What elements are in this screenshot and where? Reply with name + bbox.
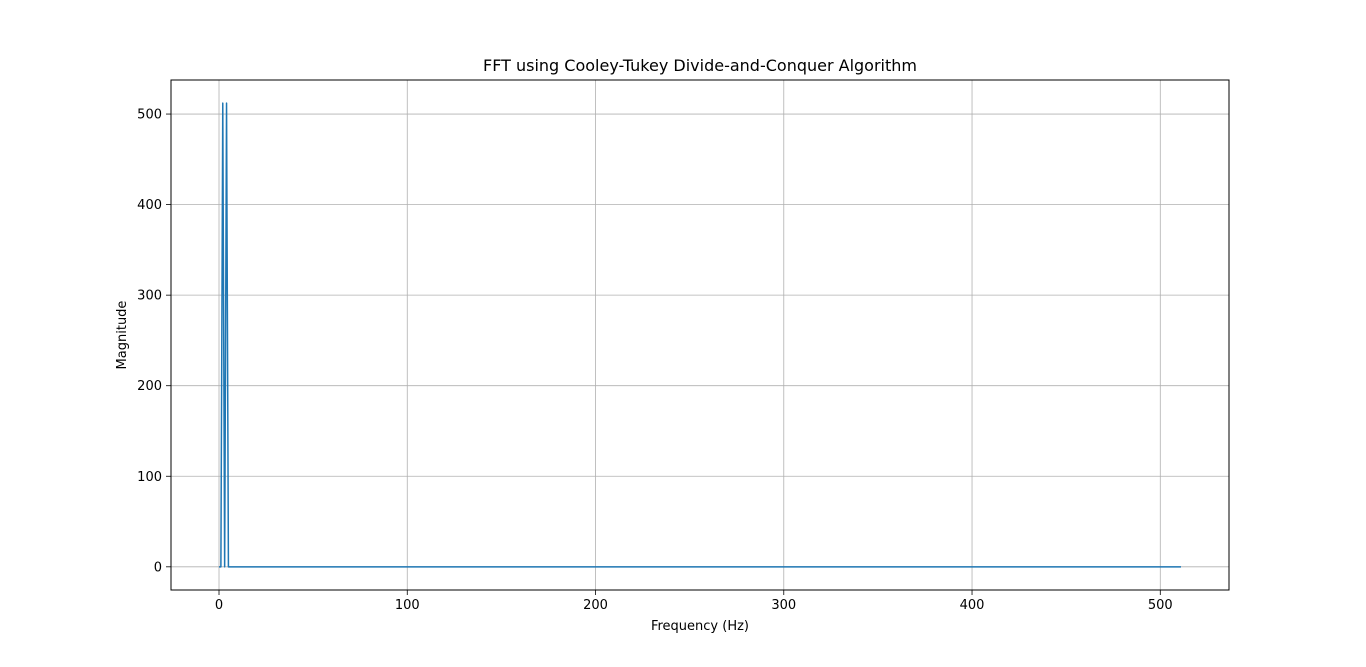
x-tick-label: 300 — [771, 598, 796, 613]
y-tick-label: 100 — [137, 470, 162, 485]
x-tick-label: 500 — [1148, 598, 1173, 613]
y-tick-label: 0 — [154, 560, 162, 575]
series-layer — [219, 102, 1181, 568]
series-line — [219, 102, 1181, 568]
tick-marks: 0 100 200 300 400 500 0 100 200 300 400 500 — [137, 108, 1173, 613]
x-axis-label: Frequency (Hz) — [651, 619, 749, 634]
x-tick-label: 100 — [395, 598, 420, 613]
y-tick-label: 400 — [137, 198, 162, 213]
y-tick-label: 500 — [137, 108, 162, 123]
x-tick-label: 400 — [960, 598, 985, 613]
x-tick-label: 0 — [215, 598, 223, 613]
y-axis-label: Magnitude — [115, 301, 130, 370]
x-tick-label: 200 — [583, 598, 608, 613]
y-tick-label: 200 — [137, 379, 162, 394]
plot-frame — [170, 79, 1230, 591]
y-tick-label: 300 — [137, 289, 162, 304]
chart-title: FFT using Cooley-Tukey Divide-and-Conque… — [483, 56, 917, 75]
